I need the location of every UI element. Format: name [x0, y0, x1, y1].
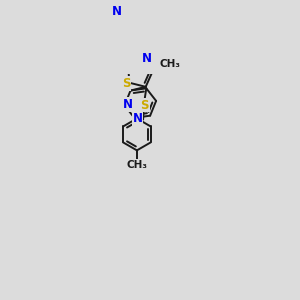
Text: N: N	[112, 5, 122, 18]
Text: S: S	[122, 77, 131, 90]
Text: CH₃: CH₃	[159, 59, 180, 69]
Text: S: S	[140, 99, 149, 112]
Text: N: N	[123, 98, 133, 111]
Text: CH₃: CH₃	[126, 160, 147, 170]
Text: N: N	[142, 52, 152, 65]
Text: N: N	[133, 112, 143, 125]
